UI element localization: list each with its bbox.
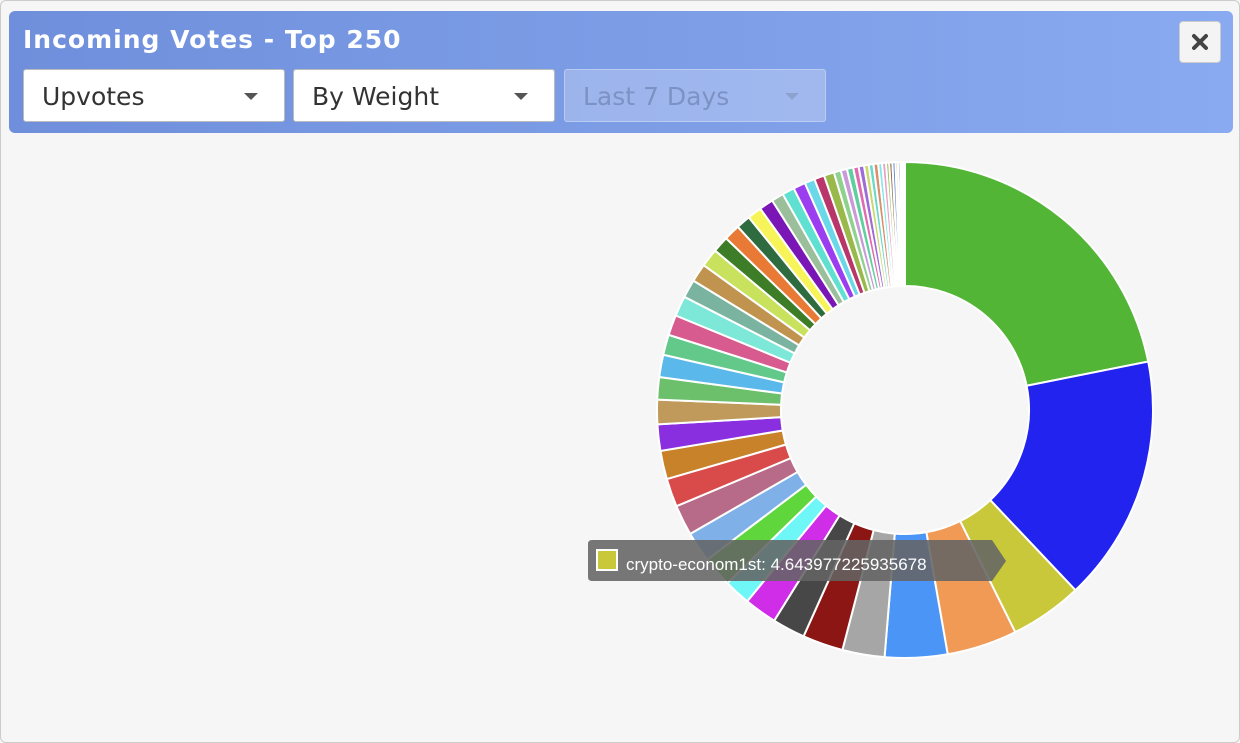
dropdown-text: By Weight	[312, 82, 439, 111]
title: Incoming Votes - Top 250	[23, 25, 402, 54]
close-icon	[1192, 34, 1208, 50]
dropdown-text: Upvotes	[42, 82, 145, 111]
tooltip-box	[588, 540, 1006, 581]
period-dropdown: Last 7 Days	[564, 69, 826, 122]
tooltip-swatch	[596, 549, 618, 571]
donut-slice	[904, 160, 1150, 387]
tooltip-separator: :	[761, 555, 770, 574]
header: Incoming Votes - Top 250 Upvotes By Weig…	[9, 11, 1233, 133]
vote-type-dropdown[interactable]: Upvotes	[23, 69, 285, 122]
sort-dropdown[interactable]: By Weight	[293, 69, 555, 122]
tooltip-text: crypto-econom1st: 4.643977225935678	[626, 555, 927, 574]
dropdown-text: Last 7 Days	[583, 82, 730, 111]
donut-slice	[988, 360, 1154, 592]
tooltip-value: 4.643977225935678	[771, 555, 927, 574]
caret	[514, 93, 528, 100]
donut-slice	[902, 160, 906, 288]
caret	[785, 93, 799, 100]
tooltip-name: crypto-econom1st	[626, 555, 761, 574]
tooltip: crypto-econom1st: 4.643977225935678	[588, 540, 1006, 581]
caret	[244, 93, 258, 100]
close-button[interactable]	[1179, 21, 1221, 63]
